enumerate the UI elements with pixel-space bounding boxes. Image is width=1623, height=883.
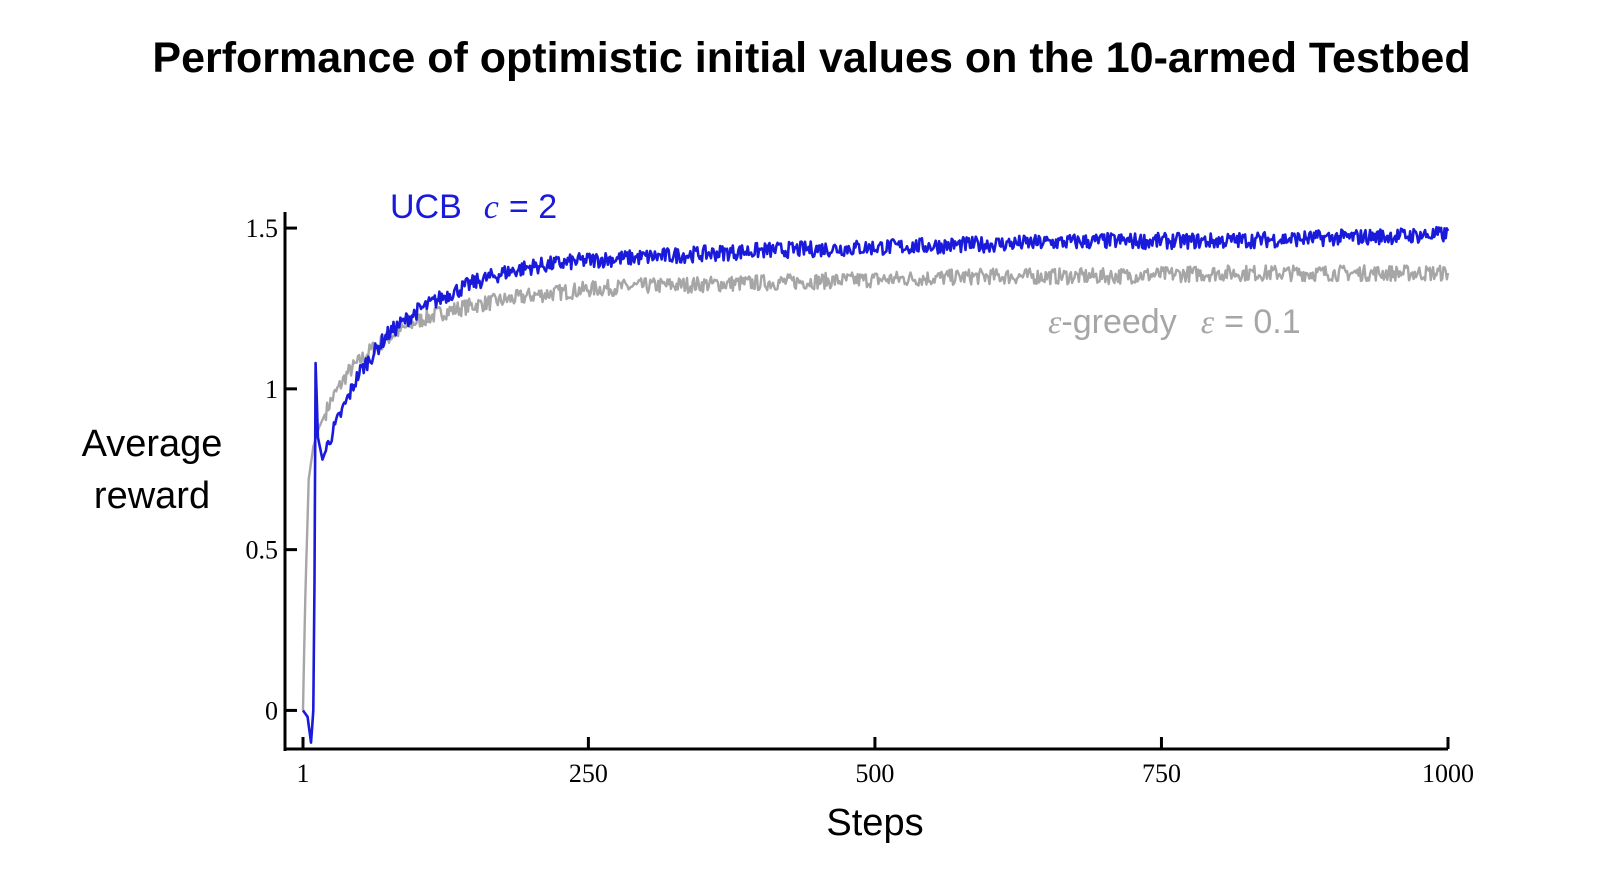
x-tick-label: 1 bbox=[297, 759, 310, 788]
y-axis-title-line-2: reward bbox=[94, 475, 210, 517]
series-label-egreedy: ε-greedy ε = 0.1 bbox=[1048, 303, 1301, 341]
x-axis-title: Steps bbox=[826, 802, 923, 844]
series-label-egreedy-name: -greedy bbox=[1061, 303, 1176, 341]
series-label-egreedy-param: ε bbox=[1201, 304, 1215, 341]
x-tick-label: 500 bbox=[855, 759, 894, 788]
series-lines bbox=[301, 225, 1450, 744]
y-axis-title-line-1: Average bbox=[82, 423, 223, 465]
series-label-egreedy-value: = 0.1 bbox=[1224, 303, 1301, 341]
x-tick-label: 250 bbox=[569, 759, 608, 788]
series-label-ucb-value: = 2 bbox=[509, 188, 557, 226]
axes bbox=[283, 212, 1448, 751]
series-line-egreedy bbox=[301, 264, 1450, 711]
y-tick-label: 0 bbox=[265, 696, 278, 725]
series-label-ucb-symbol: c bbox=[484, 189, 499, 226]
series-label-egreedy-symbol: ε bbox=[1048, 304, 1062, 341]
chart-title: Performance of optimistic initial values… bbox=[152, 34, 1471, 82]
series-label-ucb: UCB c = 2 bbox=[390, 188, 557, 226]
y-ticks: 0 0.5 1 1.5 bbox=[246, 214, 297, 725]
x-tick-label: 1000 bbox=[1422, 759, 1474, 788]
x-tick-label: 750 bbox=[1142, 759, 1181, 788]
x-ticks: 1 250 500 750 1000 bbox=[297, 737, 1474, 788]
y-tick-label: 0.5 bbox=[246, 536, 279, 565]
y-tick-label: 1.5 bbox=[246, 214, 279, 243]
series-line-ucb bbox=[301, 225, 1450, 744]
series-label-ucb-name: UCB bbox=[390, 188, 462, 226]
y-tick-label: 1 bbox=[265, 375, 278, 404]
